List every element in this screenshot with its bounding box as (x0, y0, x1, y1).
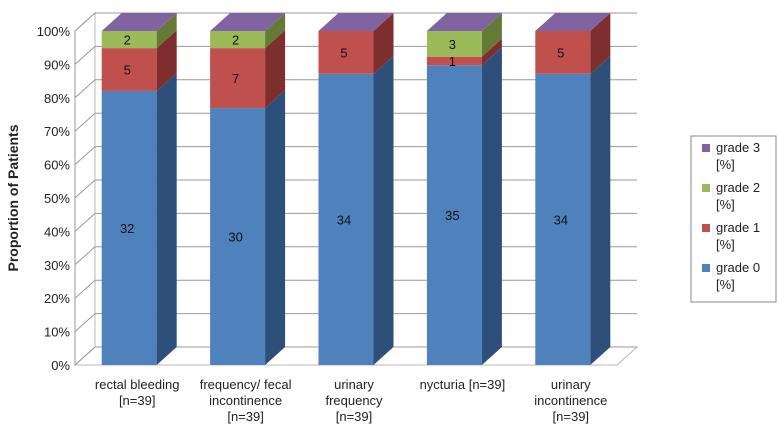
y-tick-label: 50% (44, 191, 70, 206)
bar-data-label: 32 (120, 221, 134, 236)
bar-data-label: 34 (554, 212, 568, 227)
gridline-depth (74, 146, 96, 165)
gridline-depth (74, 46, 96, 65)
gridline-depth (74, 12, 96, 32)
bar-data-label: 35 (445, 208, 459, 223)
bar-data-label: 2 (232, 33, 239, 48)
bar-top (210, 13, 286, 31)
bar-segment-side (590, 55, 611, 365)
y-axis: 0% 10% 20% 30% 40% 50% 60% 70% 80% 90% 100% (37, 24, 76, 373)
bar-segment-side (481, 38, 502, 66)
legend-swatch (702, 144, 710, 152)
bar-segment-front (426, 56, 482, 66)
bar-segment-side (156, 30, 177, 91)
y-axis-label: Proportion of Patients (5, 124, 21, 271)
x-tick-label: rectal bleeding [n=39] (95, 377, 180, 408)
bar-data-label: 5 (340, 45, 347, 60)
bar-segment-side (481, 13, 502, 57)
bar-data-label: 1 (449, 54, 456, 69)
gridline-depth (74, 179, 96, 199)
bar-segment-side (156, 13, 177, 49)
bar-stack: 30 7 2 (210, 13, 286, 366)
bar-data-label: 3 (449, 37, 456, 52)
y-tick-label: 100% (37, 24, 71, 39)
bar-segment-front (535, 73, 591, 366)
bar-segment-side (265, 30, 286, 109)
legend-swatch (702, 184, 710, 192)
legend-box (690, 135, 777, 303)
bar-segment-side (481, 47, 502, 365)
bar-stack: 34 5 (318, 13, 394, 366)
gridline-depth (74, 279, 96, 299)
legend-entry: grade 0 [%] (716, 260, 760, 292)
legend-entry: grade 3 [%] (716, 140, 760, 172)
bar-data-label: 5 (124, 63, 131, 78)
x-tick-label: urinary frequency [n=39] (325, 377, 383, 424)
bar-stack: 35 1 3 (426, 13, 502, 365)
x-tick-label: nycturia [n=39] (420, 377, 506, 392)
gridline-depth (74, 246, 96, 266)
bar-segment-front (210, 108, 266, 366)
x-axis: rectal bleeding [n=39] frequency/ fecal inc… (95, 377, 607, 424)
bar-segment-side (373, 13, 394, 74)
y-tick-label: 10% (44, 325, 70, 340)
y-tick-label: 60% (44, 158, 70, 173)
bar-data-label: 2 (124, 33, 131, 48)
bar-segment-front (318, 73, 374, 366)
bar-segment-side (373, 55, 394, 365)
bar-data-label: 5 (557, 45, 564, 60)
gridline-depth (74, 213, 96, 232)
bar-top (426, 13, 502, 31)
gridline-depth (74, 112, 96, 132)
bars: 32 5 2 30 7 2 34 5 35 1 3 34 5 (101, 13, 611, 366)
y-tick-label: 80% (44, 91, 70, 106)
bar-segment-front (101, 90, 157, 365)
gridline-depth (74, 346, 96, 366)
gridline-depth (74, 79, 96, 99)
bar-segment-front (535, 31, 591, 74)
y-tick-label: 0% (51, 358, 70, 373)
bar-segment-front (101, 48, 157, 91)
bar-top (318, 13, 394, 31)
x-tick-label: frequency/ fecal incontinence [n=39] (200, 377, 292, 424)
y-tick-label: 70% (44, 124, 70, 139)
bar-segment-front (318, 31, 374, 74)
bar-stack: 34 5 (535, 13, 611, 366)
bar-segment-front (101, 31, 157, 49)
bar-data-label: 34 (337, 212, 351, 227)
gridline-depth (74, 313, 96, 332)
x-tick-label: urinary incontinence [n=39] (534, 377, 607, 424)
bar-segment-side (265, 90, 286, 366)
bar-segment-side (590, 13, 611, 74)
y-tick-label: 30% (44, 258, 70, 273)
bar-data-label: 7 (232, 71, 239, 86)
y-tick-label: 20% (44, 291, 70, 306)
bar-top (101, 13, 177, 31)
legend-swatch (702, 264, 710, 272)
y-tick-label: 40% (44, 224, 70, 239)
bar-segment-side (265, 13, 286, 49)
bar-segment-front (210, 48, 266, 109)
legend-entry: grade 2 [%] (716, 180, 760, 212)
bar-segment-front (426, 65, 482, 365)
legend-swatch (702, 224, 710, 232)
bar-top (535, 13, 611, 31)
y-tick-label: 90% (44, 57, 70, 72)
bar-segment-front (426, 31, 482, 57)
bar-data-label: 30 (228, 230, 242, 245)
bar-segment-side (156, 72, 177, 365)
legend-entry: grade 1 [%] (716, 220, 760, 252)
legend: grade 3 [%] grade 2 [%] grade 1 [%] grade 0 [%] (690, 135, 777, 303)
bar-segment-front (210, 31, 266, 49)
bar-stack: 32 5 2 (101, 13, 177, 365)
